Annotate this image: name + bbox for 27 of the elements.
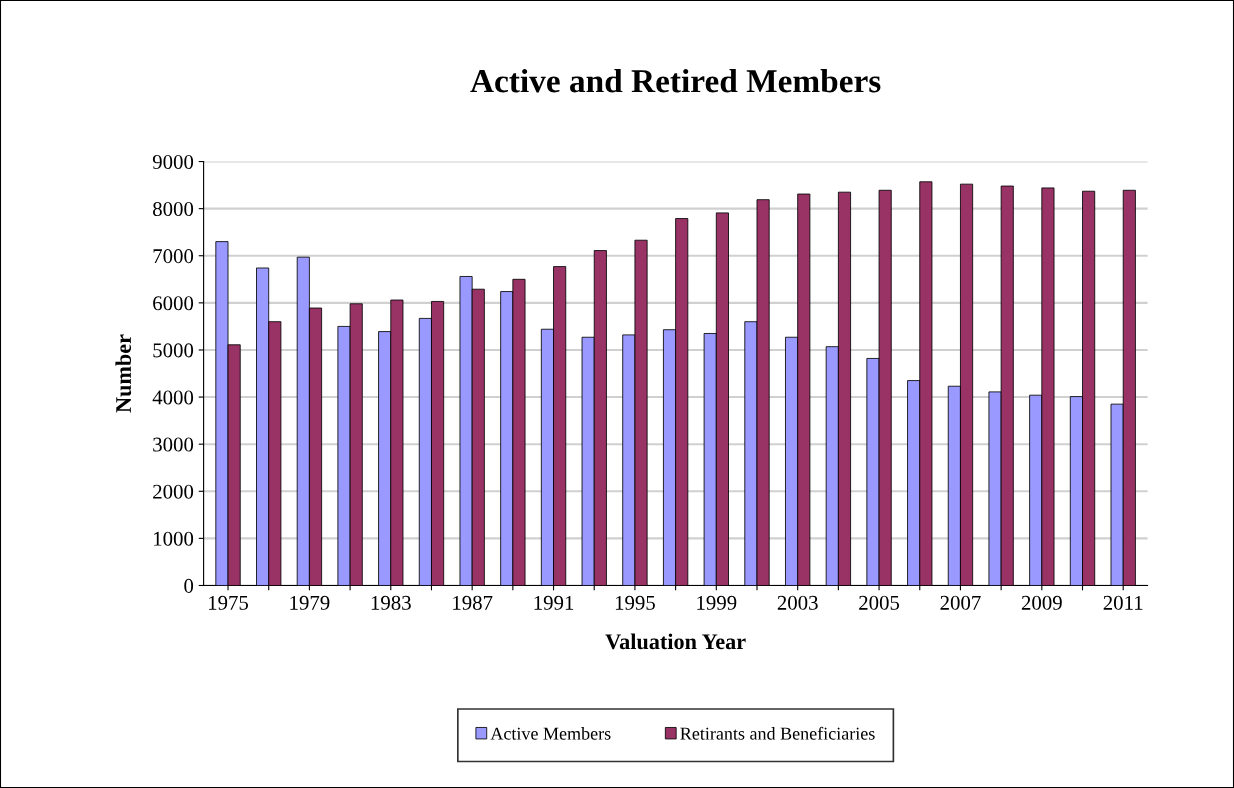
x-tick-label: 2003 <box>777 595 818 610</box>
y-tick-label: 1000 <box>154 531 194 546</box>
y-tick-label: 6000 <box>153 296 194 311</box>
y-tick-label: 3000 <box>153 437 194 452</box>
y-tick-label: 0 <box>184 578 194 593</box>
x-tick-label: 2009 <box>1021 595 1062 610</box>
y-tick-label: 5000 <box>153 343 194 358</box>
legend-label: Retirants and Beneficiaries <box>680 726 875 740</box>
x-tick-label: 1979 <box>290 595 330 610</box>
x-tick-label: 2011 <box>1103 595 1143 610</box>
x-tick-label: 1995 <box>615 595 655 610</box>
x-tick-label: 1987 <box>453 595 493 610</box>
x-axis-title: Valuation Year <box>605 633 746 650</box>
x-tick-label: 1975 <box>209 595 249 610</box>
x-tick-label: 2005 <box>859 595 900 610</box>
y-tick-label: 2000 <box>153 484 194 499</box>
y-axis-title: Number <box>115 334 132 413</box>
y-tick-label: 9000 <box>152 154 194 169</box>
y-tick-label: 7000 <box>153 249 194 264</box>
x-tick-label: 2007 <box>940 595 981 610</box>
y-tick-label: 8000 <box>153 202 194 217</box>
legend-label: Active Members <box>490 727 611 740</box>
x-tick-label: 1999 <box>697 595 737 610</box>
x-tick-label: 1991 <box>534 595 574 610</box>
chart-title: Active and Retired Members <box>470 68 881 93</box>
x-tick-label: 1983 <box>371 595 411 610</box>
y-tick-label: 4000 <box>152 390 194 405</box>
